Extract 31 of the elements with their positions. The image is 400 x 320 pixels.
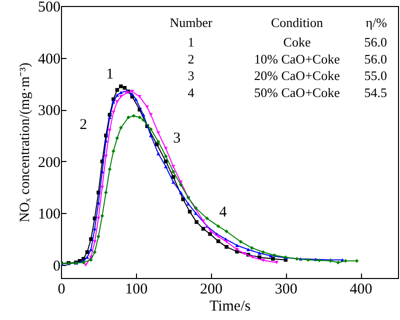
annotation: Coke	[283, 34, 311, 50]
annotation: 56.0	[364, 51, 387, 66]
annotation: η/%	[366, 15, 388, 30]
y-tick-label: 500	[38, 0, 60, 16]
annotation: 4	[188, 84, 195, 100]
y-axis-title: NOₓ concentration/(mg·m⁻³)	[18, 62, 33, 222]
annotation: 56.0	[364, 34, 387, 50]
annotation: 55.0	[364, 68, 387, 84]
y-tick-label: 300	[38, 103, 60, 120]
annotation: Number	[170, 15, 213, 30]
annotation: 50% CaO+Coke	[254, 84, 340, 100]
x-tick-label: 100	[125, 282, 148, 298]
y-tick-label: 400	[38, 51, 60, 68]
annotation: 10% CaO+Coke	[254, 51, 340, 66]
y-tick-label: 0	[53, 258, 60, 275]
y-tick-label: 200	[38, 154, 60, 171]
x-tick-label: 200	[200, 282, 223, 298]
annotation: 3	[188, 68, 194, 84]
annotation: 1	[188, 34, 194, 50]
y-tick-label: 100	[38, 206, 60, 223]
annotation: 1	[106, 66, 114, 82]
x-tick-label: 300	[274, 282, 298, 298]
annotation: 4	[219, 204, 228, 220]
annotation: 3	[173, 130, 181, 146]
x-axis-title: Time/s	[209, 298, 251, 314]
annotation: 2	[188, 51, 194, 66]
annotation: 2	[80, 116, 88, 133]
x-tick-label: 400	[350, 282, 372, 298]
annotation: Condition	[270, 15, 324, 30]
annotation: 54.5	[364, 84, 387, 100]
annotation: 20% CaO+Coke	[254, 68, 340, 84]
